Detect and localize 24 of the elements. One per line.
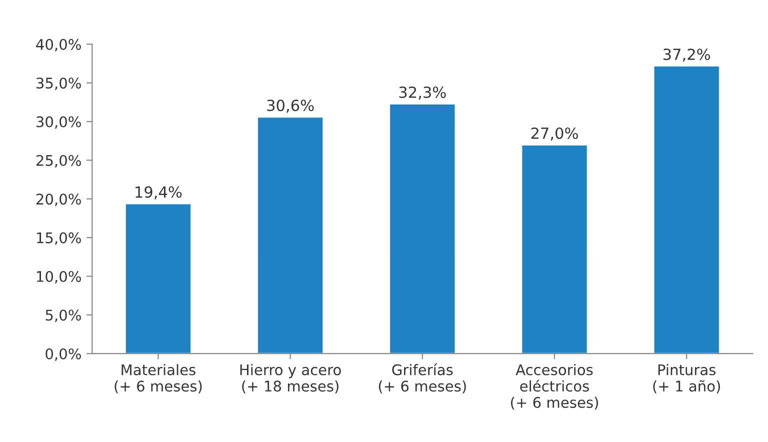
bar [256, 116, 324, 354]
x-tick-label: Hierro y acero (+ 18 meses) [240, 364, 341, 394]
data-label: 37,2% [663, 48, 710, 62]
bar [388, 103, 456, 354]
x-tick-label: Pinturas (+ 1 año) [653, 364, 720, 394]
x-tick-label: Materiales (+ 6 meses) [114, 364, 202, 394]
data-label: 30,6% [267, 100, 314, 113]
bar [124, 202, 192, 354]
y-tick-label: 20,0% [36, 194, 81, 206]
y-tick-label: 15,0% [37, 232, 81, 245]
y-tick-label: 25,0% [36, 154, 81, 168]
data-label: 32,3% [399, 86, 446, 100]
x-tick-label: Accesorios eléctricos (+ 6 meses) [511, 364, 598, 410]
y-tick-label: 10,0% [37, 270, 81, 284]
y-tick-label: 0,0% [46, 348, 81, 361]
y-tick-label: 5,0% [46, 310, 81, 322]
y-tick-label: 35,0% [36, 78, 81, 90]
bar [652, 65, 720, 354]
y-tick-label: 30,0% [36, 116, 81, 129]
data-label: 27,0% [531, 127, 578, 141]
y-tick-label: 40,0% [36, 38, 81, 52]
bar [520, 144, 588, 354]
x-tick-label: Griferías (+ 6 meses) [378, 363, 466, 394]
data-label: 19,4% [136, 186, 182, 200]
